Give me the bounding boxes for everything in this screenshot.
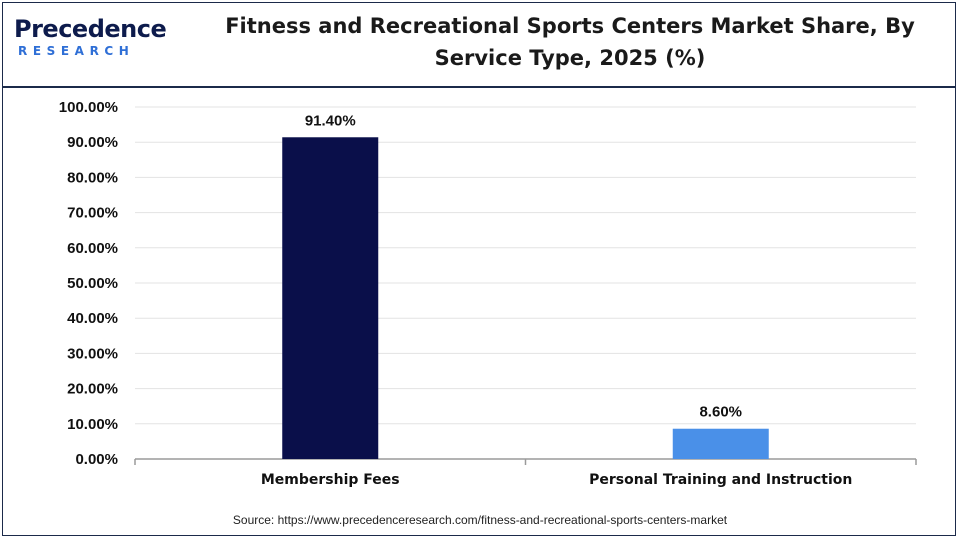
brand-logo: Precedence RESEARCH bbox=[14, 14, 167, 64]
brand-name: Precedence bbox=[14, 15, 167, 43]
y-tick-label: 20.00% bbox=[67, 381, 118, 398]
y-tick-label: 60.00% bbox=[67, 240, 118, 257]
brand-sub: RESEARCH bbox=[18, 44, 135, 58]
y-tick-label: 50.00% bbox=[67, 275, 118, 292]
chart-title-line1: Fitness and Recreational Sports Centers … bbox=[225, 14, 915, 38]
y-tick-label: 80.00% bbox=[67, 169, 118, 186]
y-tick-label: 40.00% bbox=[67, 310, 118, 327]
x-tick-label: Membership Fees bbox=[261, 472, 400, 488]
bar bbox=[672, 428, 769, 459]
y-tick-label: 0.00% bbox=[75, 451, 118, 468]
chart-title: Fitness and Recreational Sports Centers … bbox=[190, 10, 950, 74]
bar-chart: 0.00% 10.00% 20.00% 30.00% 40.00% 50.00% 60.00… bbox=[59, 99, 917, 488]
header-divider bbox=[2, 86, 956, 88]
y-tick-label: 70.00% bbox=[67, 205, 118, 222]
y-tick-label: 100.00% bbox=[59, 99, 118, 116]
y-tick-label: 90.00% bbox=[67, 134, 118, 151]
chart-title-line2: Service Type, 2025 (%) bbox=[434, 46, 706, 70]
source-note: Source: https://www.precedenceresearch.c… bbox=[232, 513, 728, 527]
y-tick-label: 30.00% bbox=[67, 345, 118, 362]
y-tick-label: 10.00% bbox=[67, 416, 118, 433]
header: Precedence RESEARCH Fitness and Recreati… bbox=[0, 0, 960, 86]
x-tick-label: Personal Training and Instruction bbox=[589, 472, 852, 488]
data-label: 8.60% bbox=[699, 404, 742, 421]
bar bbox=[282, 137, 379, 459]
data-label: 91.40% bbox=[305, 112, 356, 129]
